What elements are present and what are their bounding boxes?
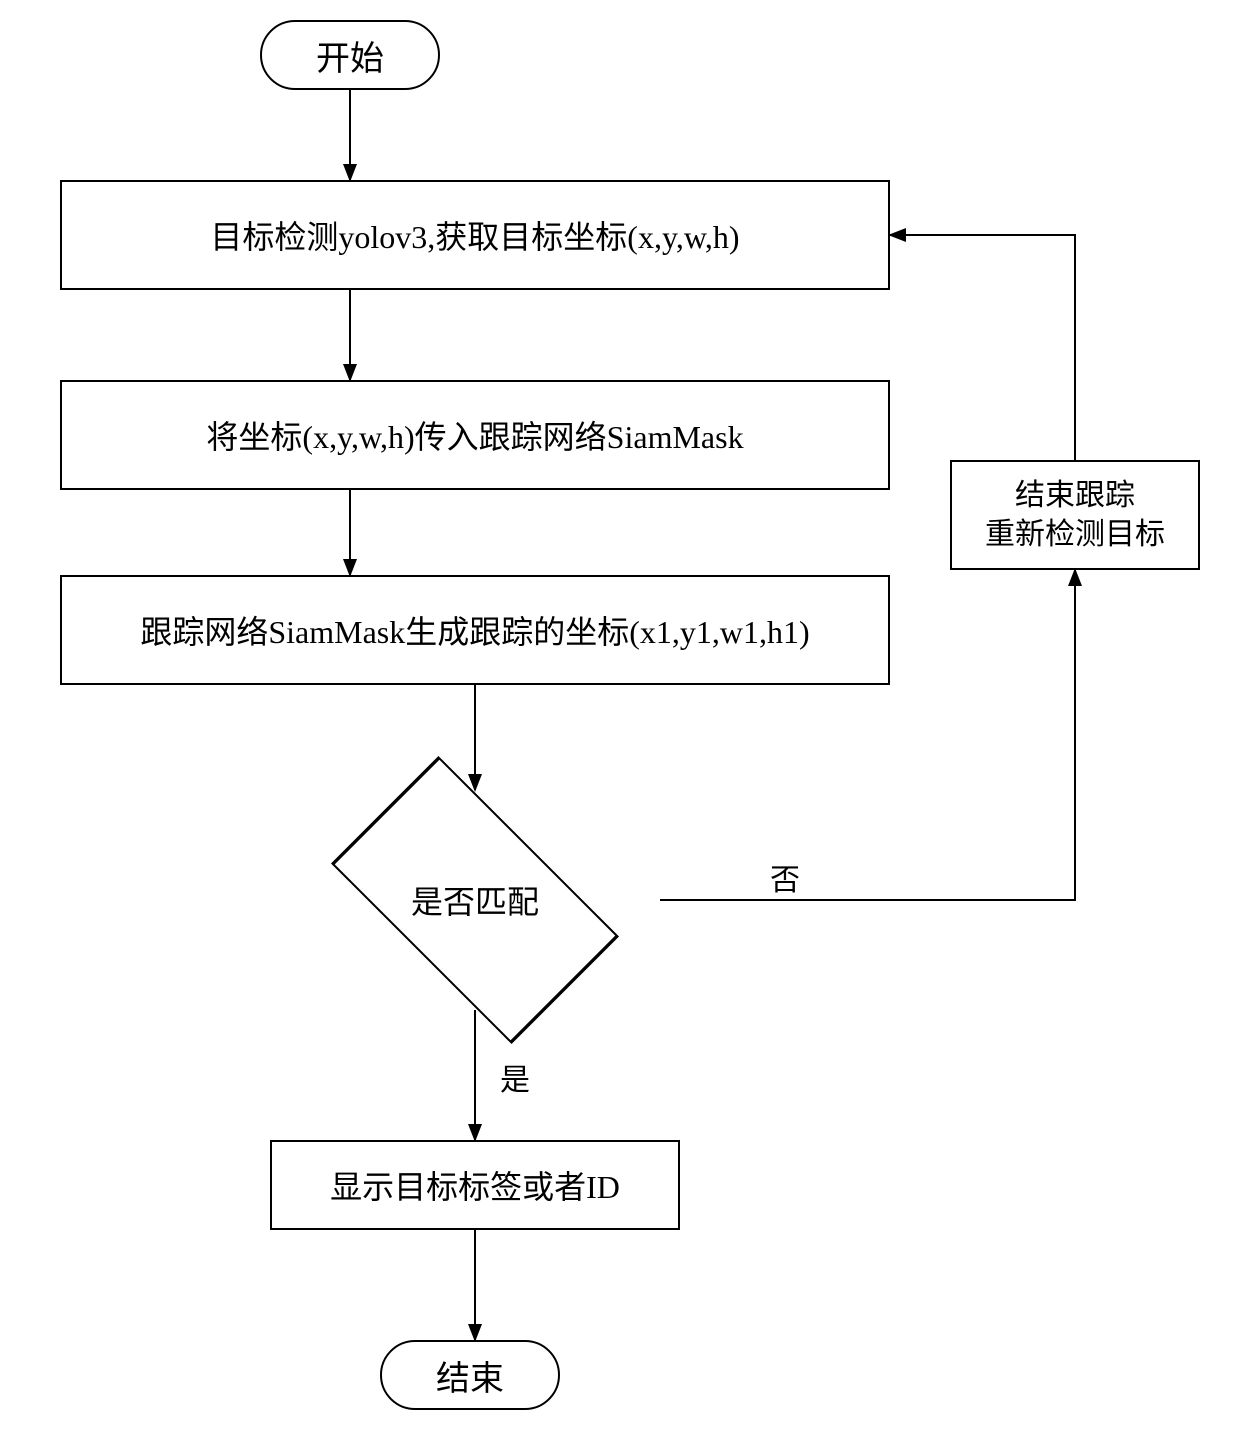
- edge-label-no-text: 否: [770, 864, 800, 897]
- track-process: 跟踪网络SiamMask生成跟踪的坐标(x1,y1,w1,h1): [60, 575, 890, 685]
- detect-process: 目标检测yolov3,获取目标坐标(x,y,w,h): [60, 180, 890, 290]
- redetect-label-1: 结束跟踪: [1015, 476, 1135, 515]
- end-terminator: 结束: [380, 1340, 560, 1410]
- decision-diamond: 是否匹配: [290, 790, 660, 1010]
- redetect-process: 结束跟踪 重新检测目标: [950, 460, 1200, 570]
- end-label: 结束: [436, 1351, 504, 1400]
- show-process: 显示目标标签或者ID: [270, 1140, 680, 1230]
- detect-label: 目标检测yolov3,获取目标坐标(x,y,w,h): [210, 212, 739, 258]
- redetect-label-2: 重新检测目标: [985, 515, 1165, 554]
- edge-label-yes: 是: [500, 1055, 530, 1099]
- start-terminator: 开始: [260, 20, 440, 90]
- pass-label: 将坐标(x,y,w,h)传入跟踪网络SiamMask: [206, 412, 743, 458]
- flowchart-canvas: 开始 目标检测yolov3,获取目标坐标(x,y,w,h) 将坐标(x,y,w,…: [0, 0, 1240, 1456]
- edge-label-no: 否: [770, 855, 800, 899]
- track-label: 跟踪网络SiamMask生成跟踪的坐标(x1,y1,w1,h1): [140, 607, 809, 653]
- decision-label: 是否匹配: [411, 877, 539, 923]
- start-label: 开始: [316, 31, 384, 80]
- pass-process: 将坐标(x,y,w,h)传入跟踪网络SiamMask: [60, 380, 890, 490]
- edge-label-yes-text: 是: [500, 1064, 530, 1097]
- show-label: 显示目标标签或者ID: [330, 1162, 620, 1208]
